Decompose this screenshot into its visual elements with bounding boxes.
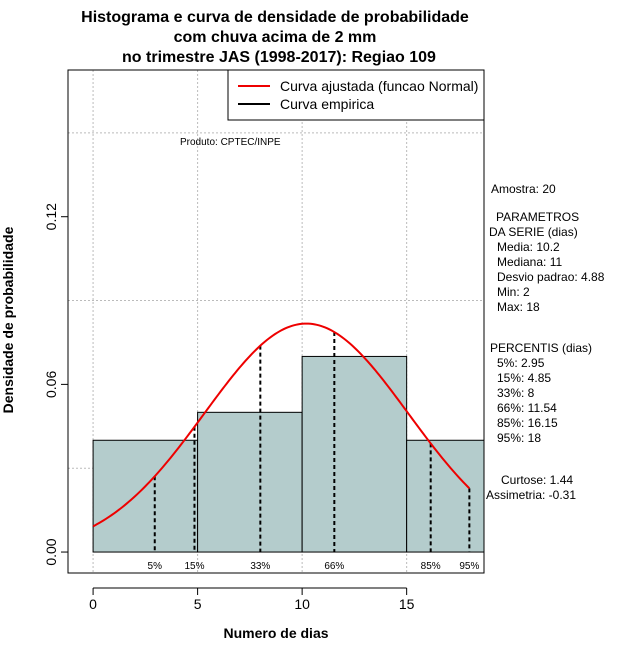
percentil-95: 95%: 18: [497, 431, 541, 445]
histogram-bar-0: [92, 439, 199, 553]
histogram-bar-1: [197, 411, 303, 553]
percentile-label-5: 95%: [459, 561, 479, 572]
percentil-66: 66%: 11.54: [497, 401, 557, 415]
sample-size: Amostra: 20: [491, 182, 556, 196]
title-line-1: Histograma e curva de densidade de proba…: [81, 9, 469, 26]
param-max: Max: 18: [497, 300, 540, 314]
x-tick-label-3: 15: [399, 596, 415, 612]
histogram-bars: [92, 355, 485, 553]
x-axis: 0 5 10 15: [89, 587, 415, 612]
param-median: Mediana: 11: [497, 255, 562, 269]
percentil-33: 33%: 8: [497, 386, 535, 400]
product-annotation: Produto: CPTEC/INPE: [180, 137, 281, 148]
legend-label-empirical: Curva empirica: [280, 96, 374, 112]
legend: Curva ajustada (funcao Normal) Curva emp…: [227, 69, 485, 121]
title-line-3: no trimestre JAS (1998-2017): Regiao 109: [122, 49, 436, 66]
y-axis-label: Densidade de probabilidade: [0, 226, 16, 413]
percentile-label-2: 33%: [250, 561, 270, 572]
percentil-85: 85%: 16.15: [497, 416, 558, 430]
percentile-lines: 5% 15% 33% 66% 85% 95%: [148, 332, 479, 572]
chart-title: Histograma e curva de densidade de proba…: [81, 9, 469, 66]
y-tick-label-1: 0.06: [43, 371, 59, 398]
percentil-15: 15%: 4.85: [497, 371, 551, 385]
percentile-label-4: 85%: [421, 561, 441, 572]
stats-panel: Amostra: 20 PARAMETROS DA SERIE (dias) M…: [486, 182, 605, 502]
y-tick-label-0: 0.00: [43, 538, 59, 565]
histogram-bar-2: [301, 355, 408, 553]
kurtosis: Curtose: 1.44: [501, 473, 573, 487]
skewness: Assimetria: -0.31: [486, 488, 576, 502]
param-sd: Desvio padrao: 4.88: [497, 270, 605, 284]
x-axis-label: Numero de dias: [223, 625, 328, 641]
percentile-label-3: 66%: [324, 561, 344, 572]
params-title-1: PARAMETROS: [496, 210, 579, 224]
legend-label-fitted: Curva ajustada (funcao Normal): [280, 78, 478, 94]
legend-box: [227, 69, 485, 121]
title-line-2: com chuva acima de 2 mm: [174, 29, 377, 46]
x-tick-label-1: 5: [194, 596, 202, 612]
y-tick-label-2: 0.12: [43, 203, 59, 230]
y-axis: 0.00 0.06 0.12: [43, 203, 69, 566]
percentile-label-1: 15%: [184, 561, 204, 572]
param-min: Min: 2: [497, 285, 530, 299]
params-title-2: DA SERIE (dias): [489, 225, 578, 239]
normal-curve: [92, 322, 471, 528]
histogram-bar-3: [406, 439, 485, 553]
percentile-label-0: 5%: [148, 561, 163, 572]
percentil-5: 5%: 2.95: [497, 356, 545, 370]
x-tick-label-0: 0: [89, 596, 97, 612]
percentis-title: PERCENTIS (dias): [490, 341, 592, 355]
x-tick-label-2: 10: [294, 596, 310, 612]
param-mean: Media: 10.2: [497, 240, 560, 254]
